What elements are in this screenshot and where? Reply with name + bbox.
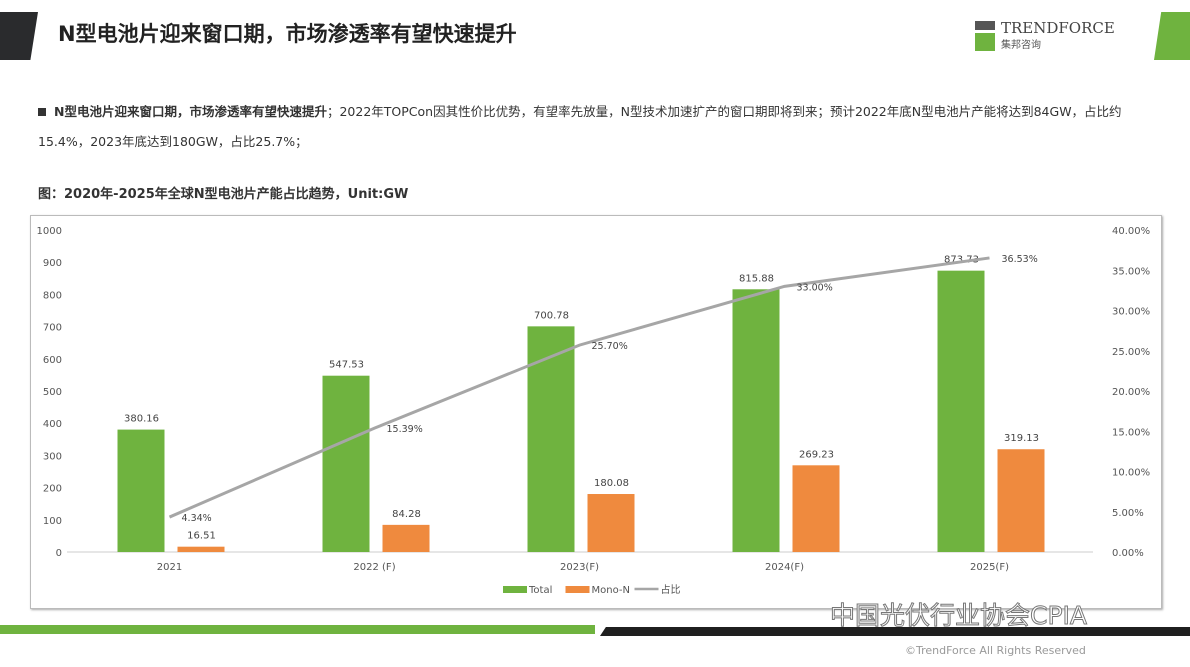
bar-mono-n [997,449,1045,552]
bar-total [937,270,985,552]
y-right-tick: 30.00% [1112,307,1150,318]
x-tick: 2024(F) [765,562,804,573]
legend-swatch [565,586,590,593]
label-total: 873.73 [944,255,979,266]
y-right-tick: 0.00% [1112,548,1144,559]
bar-mono-n [177,546,225,552]
y-right-tick: 20.00% [1112,387,1150,398]
line-share [168,256,990,519]
y-left-tick: 500 [43,387,62,398]
x-tick: 2023(F) [560,562,599,573]
legend-label: 占比 [661,583,681,596]
y-right-tick: 5.00% [1112,508,1144,519]
bar-mono-n [792,465,840,552]
y-left-tick: 200 [43,484,62,495]
label-mono-n: 84.28 [392,509,421,520]
chart-title: 图：2020年-2025年全球N型电池片产能占比趋势，Unit:GW [38,187,409,202]
label-mono-n: 180.08 [594,478,629,489]
y-left-tick: 0 [56,548,62,559]
y-right-tick: 10.00% [1112,468,1150,479]
logo-text-cn: 集邦咨询 [1001,40,1041,51]
bar-total [527,326,575,552]
logo-mark-icon [975,20,995,51]
chart-frame [30,215,1162,609]
label-mono-n: 319.13 [1004,433,1039,444]
watermark: 中国光伏行业协会CPIA [829,601,1088,631]
y-left-tick: 400 [43,419,62,430]
y-right-tick: 35.00% [1112,266,1150,277]
bar-total [117,429,165,552]
header-left-accent [0,12,38,60]
y-left-tick: 900 [43,258,62,269]
label-share: 15.39% [387,424,423,435]
x-tick: 2022 (F) [353,562,395,573]
bullet-lead: N型电池片迎来窗口期，市场渗透率有望快速提升 [54,104,327,119]
footer-green-bar [0,625,595,634]
bar-total [732,289,780,552]
y-left-tick: 700 [43,323,62,334]
trendforce-logo: TRENDFORCE 集邦咨询 [975,20,1115,51]
label-mono-n: 269.23 [799,449,834,460]
summary-bullet: N型电池片迎来窗口期，市场渗透率有望快速提升；2022年TOPCon因其性价比优… [38,97,1128,157]
logo-text-en: TRENDFORCE [1001,19,1115,37]
legend-swatch [503,586,527,593]
y-left-tick: 1000 [37,226,62,237]
label-mono-n: 16.51 [187,531,216,542]
y-left-tick: 100 [43,516,62,527]
bullet-text: ；2022年TOPCon因其性价比优势，有望率先放量，N型技术加速扩产的窗口期即… [38,104,1122,149]
label-total: 380.16 [124,414,159,425]
label-share: 33.00% [797,282,833,293]
bar-mono-n [587,494,635,552]
legend-label: Mono-N [592,585,630,596]
y-left-tick: 300 [43,451,62,462]
legend-label: Total [528,585,552,596]
label-total: 547.53 [329,360,364,371]
x-tick: 2021 [157,562,182,573]
label-total: 815.88 [739,273,774,284]
label-share: 4.34% [182,513,212,524]
y-left-tick: 800 [43,290,62,301]
page-title: N型电池片迎来窗口期，市场渗透率有望快速提升 [58,22,517,46]
header-right-accent [1154,12,1190,60]
footer-black-bar [600,627,1190,636]
y-right-tick: 40.00% [1112,226,1150,237]
label-share: 36.53% [1002,254,1038,265]
bar-total [322,375,370,552]
label-total: 700.78 [534,310,569,321]
y-right-tick: 15.00% [1112,427,1150,438]
bullet-square-icon [38,108,46,116]
y-left-tick: 600 [43,355,62,366]
copyright: ©TrendForce All Rights Reserved [905,644,1086,657]
x-tick: 2025(F) [970,562,1009,573]
bar-mono-n [382,524,430,552]
label-share: 25.70% [592,341,628,352]
y-right-tick: 25.00% [1112,347,1150,358]
